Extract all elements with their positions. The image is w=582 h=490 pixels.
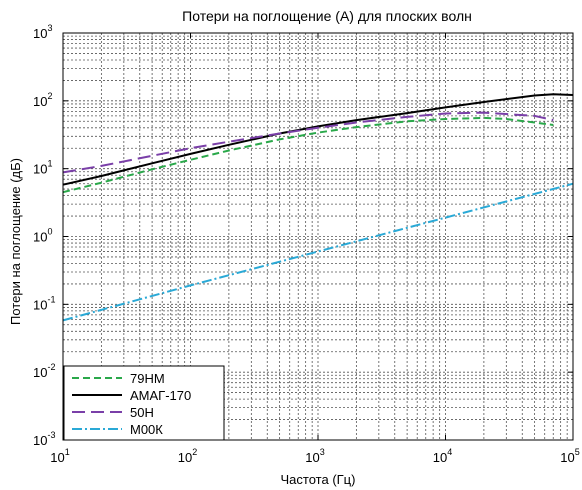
chart-title: Потери на поглощение (А) для плоских вол…: [182, 8, 472, 24]
tick-labels: 101 102 103 104 105 10-3 10-2 10-1 100 101 102 103: [33, 23, 580, 465]
y-tick-label: 10-2: [33, 362, 55, 380]
grid: [63, 33, 573, 440]
series-layer: [62, 93, 574, 322]
x-tick-label: 104: [433, 447, 452, 465]
x-tick-label: 102: [178, 447, 197, 465]
y-axis-label: Потери на поглощение (дБ): [8, 158, 23, 325]
legend-label: 50Н: [130, 405, 154, 420]
y-tick-label: 10-1: [33, 294, 55, 312]
y-tick-label: 103: [33, 23, 52, 41]
series-line-4: [62, 182, 574, 322]
x-tick-label: 103: [305, 447, 324, 465]
legend-label: АМАГ-170: [130, 388, 191, 403]
y-tick-label: 102: [33, 91, 52, 109]
x-tick-label: 101: [50, 447, 69, 465]
series-line-3: [62, 111, 554, 174]
y-tick-label: 100: [33, 227, 52, 245]
x-tick-label: 105: [560, 447, 579, 465]
legend-label: 79НМ: [130, 371, 165, 386]
legend-label: М00К: [130, 422, 163, 437]
legend-box: [63, 365, 225, 441]
y-tick-label: 10-3: [33, 430, 55, 448]
x-axis-label: Частота (Гц): [281, 472, 356, 487]
y-tick-label: 101: [33, 159, 52, 177]
legend: 79НМ АМАГ-170 50Н М00К: [63, 365, 225, 441]
series-line-1: [62, 116, 554, 194]
series-line-2: [62, 93, 574, 186]
